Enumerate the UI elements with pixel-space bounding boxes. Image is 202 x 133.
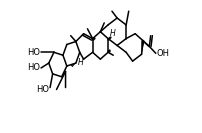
Text: OH: OH xyxy=(156,49,169,58)
Text: HO: HO xyxy=(36,85,49,94)
Text: HO: HO xyxy=(27,48,40,57)
Text: H: H xyxy=(78,58,84,66)
Polygon shape xyxy=(141,40,145,54)
Polygon shape xyxy=(142,41,150,47)
Text: HO: HO xyxy=(27,63,40,72)
Text: H: H xyxy=(109,29,115,38)
